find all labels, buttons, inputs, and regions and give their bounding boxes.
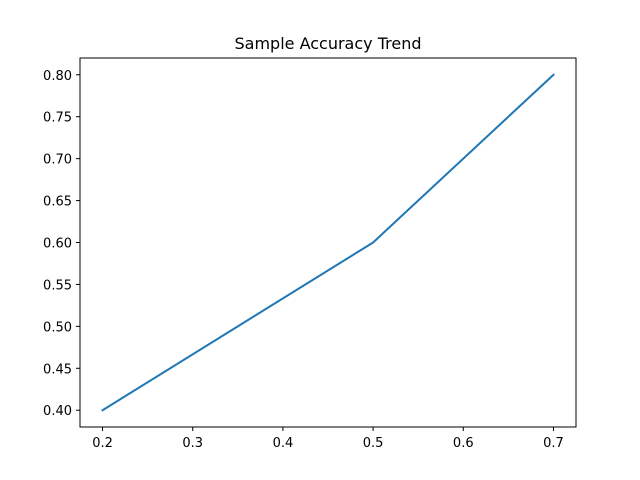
x-axis-ticks: 0.2 0.3 0.4 0.5 0.6 0.7 — [92, 427, 564, 451]
y-tick-label: 0.45 — [43, 362, 72, 377]
y-tick-label: 0.40 — [43, 404, 72, 419]
y-tick-label: 0.50 — [43, 320, 72, 335]
y-tick-label: 0.80 — [43, 69, 72, 84]
x-tick-label: 0.6 — [453, 436, 474, 451]
x-tick-label: 0.5 — [363, 436, 384, 451]
x-tick-label: 0.7 — [543, 436, 564, 451]
plot-frame — [79, 57, 577, 428]
y-tick-label: 0.60 — [43, 237, 72, 252]
y-tick-label: 0.65 — [43, 195, 72, 210]
chart-title: Sample Accuracy Trend — [235, 34, 422, 53]
y-tick-label: 0.70 — [43, 153, 72, 168]
y-axis-ticks: 0.40 0.45 0.50 0.55 0.60 0.65 0.70 0.75 0.80 — [43, 69, 80, 419]
x-tick-label: 0.4 — [273, 436, 294, 451]
y-tick-label: 0.55 — [43, 278, 72, 293]
x-tick-label: 0.3 — [182, 436, 203, 451]
series-line — [101, 73, 555, 412]
x-tick-label: 0.2 — [92, 436, 113, 451]
series-layer — [101, 73, 555, 412]
y-tick-label: 0.75 — [43, 111, 72, 126]
